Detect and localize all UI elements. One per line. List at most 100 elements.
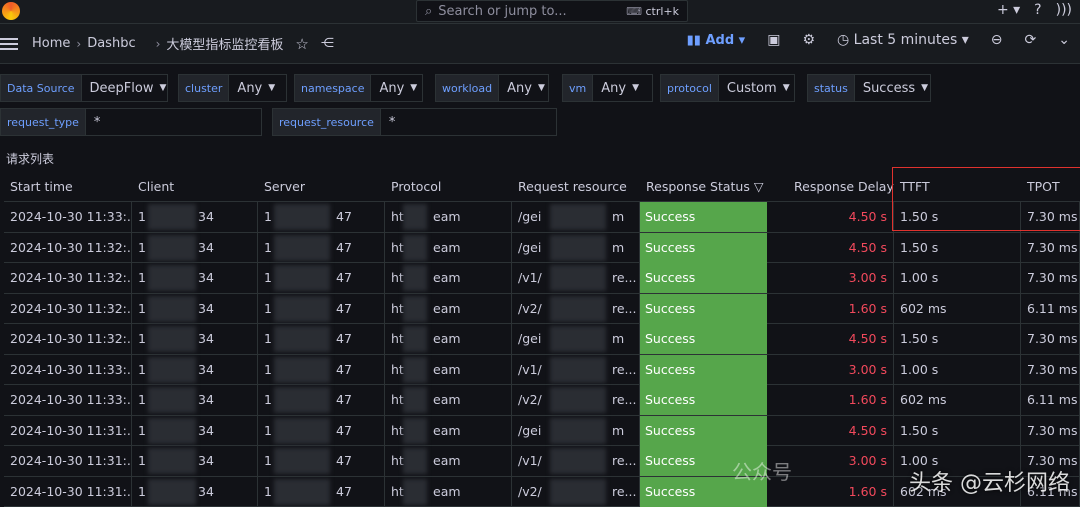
cell-status: Success: [640, 354, 767, 385]
cell-delay: 4.50 s: [767, 202, 894, 232]
star-icon[interactable]: ☆: [295, 34, 309, 53]
var-data-source[interactable]: Data Source DeepFlow ▼: [0, 74, 168, 102]
cell-text-end: eam: [433, 422, 461, 438]
col-start-time[interactable]: Start time: [10, 179, 73, 194]
cell-text-end: eam: [433, 270, 461, 285]
var-namespace[interactable]: namespace Any ▼: [294, 74, 424, 102]
col-response-delay[interactable]: Response Delay: [794, 179, 894, 194]
col-server[interactable]: Server: [264, 179, 305, 194]
cell-text-end: re...: [612, 270, 637, 285]
cell-status: Success: [640, 476, 767, 507]
col-ttft[interactable]: TTFT: [900, 179, 930, 194]
menu-icon[interactable]: [0, 37, 18, 50]
cell-ttft: 602 ms: [894, 385, 1021, 415]
var-value[interactable]: Any ▼: [371, 74, 424, 102]
chevron-down-icon[interactable]: ⌄: [1058, 32, 1070, 48]
var-label: vm: [562, 74, 594, 102]
col-tpot[interactable]: TPOT: [1027, 179, 1060, 194]
cell-server: 1 47: [258, 293, 385, 324]
cell-start: 2024-10-30 11:33:...: [4, 385, 132, 415]
add-button[interactable]: ▮▮ Add ▾: [686, 32, 746, 48]
plus-icon[interactable]: + ▾: [996, 2, 1021, 18]
cell-text-start: /gei: [518, 209, 542, 224]
cell-text-end: 47: [336, 331, 352, 346]
var-status[interactable]: status Success ▼: [807, 74, 931, 102]
cell-text-start: /gei: [518, 239, 542, 255]
cell-text-start: 1: [264, 209, 272, 224]
redaction: [550, 234, 606, 261]
cell-text-end: 47: [336, 453, 352, 468]
table-row[interactable]: 2024-10-30 11:32:... 1 34 1 47 ht eam/gei m Succ…: [4, 324, 1080, 355]
var-value[interactable]: DeepFlow ▼: [81, 74, 168, 102]
cell-text-start: ht: [391, 209, 404, 224]
cell-server: 1 47: [258, 446, 385, 476]
cell-delay: 4.50 s: [767, 232, 894, 263]
redaction: [403, 478, 427, 505]
table-row[interactable]: 2024-10-30 11:32:... 1 34 1 47 ht eam/gei m Succ…: [4, 232, 1080, 263]
table-row[interactable]: 2024-10-30 11:31:... 1 34 1 47 ht eam/gei m Succ…: [4, 415, 1080, 446]
var-value[interactable]: Any ▼: [593, 74, 654, 102]
panel-title: 请求列表: [6, 152, 55, 166]
var-cluster[interactable]: cluster Any ▼: [178, 74, 288, 102]
cell-text-end: 34: [198, 300, 214, 316]
time-range-label: Last 5 minutes: [853, 32, 958, 48]
var-value[interactable]: Any ▼: [229, 74, 288, 102]
time-picker[interactable]: ◷ Last 5 minutes ▾: [837, 32, 969, 48]
cell-text-start: ht: [391, 239, 404, 255]
cell-proto: ht eam: [385, 354, 512, 385]
cell-ttft: 602 ms: [894, 476, 1021, 507]
var-input[interactable]: *: [380, 108, 557, 136]
col-client[interactable]: Client: [138, 179, 175, 194]
col-protocol[interactable]: Protocol: [391, 179, 442, 194]
search-icon: ⌕: [425, 3, 433, 19]
cell-res: /gei m: [512, 202, 640, 232]
rss-icon[interactable]: ))): [1055, 2, 1072, 18]
cell-text-start: ht: [391, 453, 404, 468]
cell-res: /gei m: [512, 415, 640, 446]
table-row[interactable]: 2024-10-30 11:31:... 1 34 1 47 ht eam/v1/re...…: [4, 446, 1080, 477]
table-row[interactable]: 2024-10-30 11:32:... 1 34 1 47 ht eam/v1/re...…: [4, 263, 1080, 294]
share-icon[interactable]: ⋲: [320, 36, 334, 51]
cell-text-start: /v2/: [518, 392, 542, 407]
var-vm[interactable]: vm Any ▼: [562, 74, 654, 102]
cell-text-end: re...: [612, 453, 637, 468]
chevron-down-icon: ▼: [159, 83, 167, 93]
var-value[interactable]: Custom ▼: [718, 74, 795, 102]
redaction: [274, 417, 330, 444]
var-value-text: Any: [237, 80, 263, 96]
cell-tpot: 7.30 ms: [1021, 263, 1080, 293]
search-placeholder: Search or jump to...: [438, 3, 567, 19]
table-row[interactable]: 2024-10-30 11:33:... 1 34 1 47 ht eam/v1/re...…: [4, 354, 1080, 385]
table-row[interactable]: 2024-10-30 11:33:... 1 34 1 47 ht eam/gei m Succ…: [4, 202, 1080, 233]
cell-delay: 1.60 s: [767, 476, 894, 507]
table-row[interactable]: 2024-10-30 11:33:... 1 34 1 47 ht eam/v2/re...…: [4, 385, 1080, 416]
col-request-resource[interactable]: Request resource: [518, 179, 627, 194]
filter-icon[interactable]: ▽: [753, 179, 764, 194]
gear-icon[interactable]: ⚙: [802, 32, 815, 48]
col-response-status[interactable]: Response Status ▽: [640, 172, 763, 202]
var-request-resource[interactable]: request_resource *: [272, 108, 557, 136]
cell-text-end: 34: [198, 361, 214, 377]
cell-text-end: 34: [198, 422, 214, 438]
table-row[interactable]: 2024-10-30 11:32:... 1 34 1 47 ht eam/v2/re...…: [4, 293, 1080, 324]
var-value[interactable]: Success ▼: [854, 74, 931, 102]
chevron-down-icon: ▼: [782, 83, 790, 93]
grafana-logo-icon[interactable]: [2, 2, 20, 20]
breadcrumb-dashboards[interactable]: Dashbc: [87, 36, 136, 51]
cell-text-start: 1: [138, 453, 146, 468]
var-workload[interactable]: workload Any ▼: [435, 74, 550, 102]
help-icon[interactable]: ?: [1034, 2, 1042, 18]
cell-proto: ht eam: [385, 476, 512, 507]
breadcrumb-home[interactable]: Home: [32, 36, 71, 51]
save-icon[interactable]: ▣: [767, 32, 781, 48]
refresh-icon[interactable]: ⟳: [1024, 32, 1037, 48]
zoom-out-icon[interactable]: ⊖: [990, 32, 1003, 48]
search-input[interactable]: ⌕ Search or jump to... ctrl+k: [416, 0, 688, 22]
var-protocol[interactable]: protocol Custom ▼: [660, 74, 795, 102]
table-body: 2024-10-30 11:33:... 1 34 1 47 ht eam/gei m Succ…: [4, 202, 1080, 507]
var-request-type[interactable]: request_type *: [0, 108, 262, 136]
var-value[interactable]: Any ▼: [499, 74, 550, 102]
var-input[interactable]: *: [85, 108, 262, 136]
cell-text-start: 1: [264, 270, 272, 285]
redaction: [403, 265, 427, 291]
